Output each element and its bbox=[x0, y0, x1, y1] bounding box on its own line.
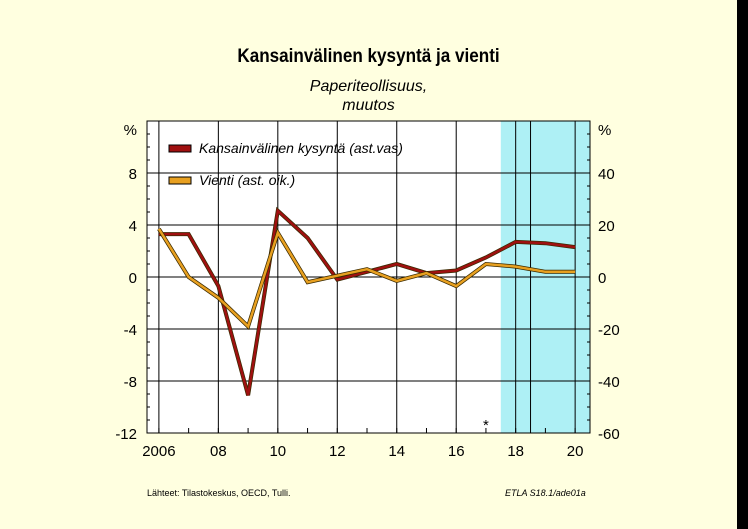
series-line-0 bbox=[158, 208, 576, 396]
x-tick-label: 18 bbox=[507, 443, 524, 460]
right-y-tick-label: 20 bbox=[598, 218, 615, 235]
chart-subtitle-line-1: Paperiteollisuus, bbox=[309, 78, 428, 95]
chart-code: ETLA S18.1/ade01a bbox=[505, 488, 586, 498]
x-tick-label: 16 bbox=[448, 443, 465, 460]
x-tick-label: 12 bbox=[329, 443, 346, 460]
source-note: Lähteet: Tilastokeskus, OECD, Tulli. bbox=[147, 488, 291, 498]
right-axis-unit: % bbox=[598, 122, 611, 139]
x-tick-label: 10 bbox=[269, 443, 286, 460]
chart-title: Kansainvälinen kysyntä ja vienti bbox=[237, 46, 500, 67]
right-y-tick-label: -60 bbox=[598, 426, 620, 443]
right-y-tick-label: 40 bbox=[598, 166, 615, 183]
left-y-tick-label: 8 bbox=[129, 166, 137, 183]
x-tick-label: 14 bbox=[388, 443, 405, 460]
x-tick-label: 20 bbox=[567, 443, 584, 460]
x-tick-label: 2006 bbox=[142, 443, 175, 460]
left-y-tick-label: -4 bbox=[124, 322, 137, 339]
plot-frame bbox=[146, 120, 591, 434]
right-y-tick-label: -20 bbox=[598, 322, 620, 339]
legend-swatch bbox=[168, 144, 192, 153]
chart-subtitle-line-2: muutos bbox=[342, 97, 395, 114]
legend-swatch bbox=[168, 176, 192, 185]
legend-label: Kansainvälinen kysyntä (ast.vas) bbox=[199, 140, 403, 156]
left-y-tick-label: 0 bbox=[129, 270, 137, 287]
forecast-annotation: * bbox=[483, 417, 489, 434]
left-y-tick-label: -8 bbox=[124, 374, 137, 391]
right-y-tick-label: 0 bbox=[598, 270, 606, 287]
left-y-tick-label: -12 bbox=[115, 426, 137, 443]
right-y-tick-label: -40 bbox=[598, 374, 620, 391]
legend-label: Vienti (ast. oik.) bbox=[199, 172, 295, 188]
series-line-1 bbox=[157, 228, 576, 329]
x-tick-label: 08 bbox=[210, 443, 227, 460]
left-y-tick-label: 4 bbox=[129, 218, 137, 235]
left-axis-unit: % bbox=[124, 122, 137, 139]
